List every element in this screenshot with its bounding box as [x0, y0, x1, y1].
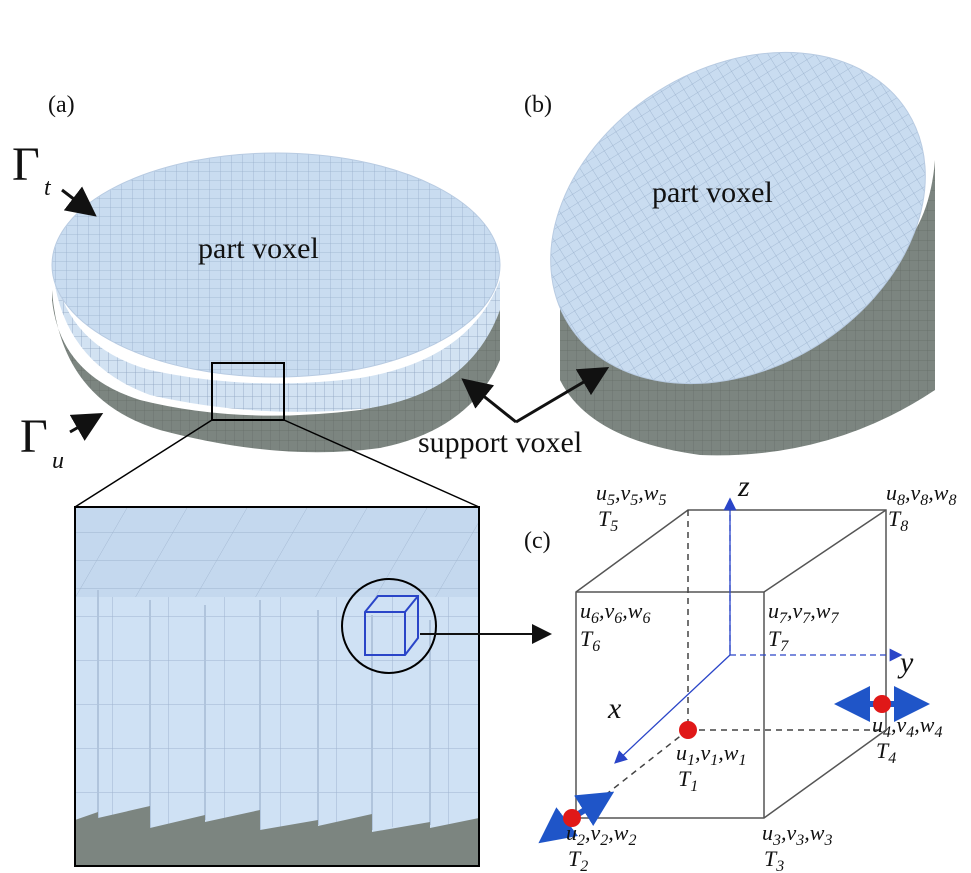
svg-text:T5: T5: [598, 506, 618, 535]
svg-text:T8: T8: [888, 506, 908, 535]
svg-text:T2: T2: [568, 846, 588, 873]
node-1-marker: [679, 721, 697, 739]
node-label-5: u5,v5,w5 T5: [596, 480, 666, 535]
axes: [614, 497, 903, 764]
z-axis-label: z: [737, 470, 750, 503]
gamma-u-subscript: u: [52, 448, 64, 474]
panel-label-b: (b): [524, 92, 552, 118]
gamma-t-subscript: t: [44, 175, 52, 201]
gamma-t-arrow: [61, 186, 97, 217]
node-2-marker: [563, 809, 581, 827]
support-voxel-label: support voxel: [418, 426, 582, 459]
gamma-u-arrow: [69, 413, 104, 441]
hex-element: [575, 509, 887, 819]
part-top-b: [550, 51, 926, 385]
svg-text:T4: T4: [876, 738, 896, 767]
svg-text:u7,v7,w7: u7,v7,w7: [768, 598, 839, 627]
svg-text:u6,v6,w6: u6,v6,w6: [580, 598, 650, 627]
part-voxel-label-a: part voxel: [198, 232, 319, 265]
zoom-box: [211, 362, 285, 421]
part-top-a: [51, 152, 501, 378]
y-axis-label: y: [897, 646, 914, 679]
support-body-b: [560, 160, 935, 456]
support-arrow-a: [461, 378, 517, 424]
panel-a: (a) part voxel Γ t Γ u: [12, 92, 501, 508]
node-label-2: u2,v2,w2 T2: [566, 820, 636, 873]
part-voxel-label-b: part voxel: [652, 176, 773, 209]
node-label-8: u8,v8,w8 T8: [886, 480, 956, 535]
node-label-6: u6,v6,w6 T6: [580, 598, 650, 655]
svg-text:T3: T3: [764, 846, 784, 873]
support-layer-a: [52, 290, 500, 453]
svg-text:T6: T6: [580, 626, 600, 655]
svg-text:u1,v1,w1: u1,v1,w1: [676, 740, 746, 769]
svg-text:u5,v5,w5: u5,v5,w5: [596, 480, 666, 509]
svg-text:T7: T7: [768, 626, 789, 655]
svg-text:u8,v8,w8: u8,v8,w8: [886, 480, 956, 509]
zoom-line-left: [74, 419, 213, 508]
part-side-wall-a: [52, 255, 500, 412]
gamma-u-symbol: Γ: [20, 410, 48, 463]
zoom-support: [75, 806, 479, 866]
svg-text:u2,v2,w2: u2,v2,w2: [566, 820, 636, 849]
single-voxel: [364, 595, 419, 656]
zoom-line-right: [283, 419, 480, 508]
node-label-3: u3,v3,w3 T3: [762, 820, 832, 873]
node-label-7: u7,v7,w7 T7: [768, 598, 839, 655]
node-4-marker: [873, 695, 891, 713]
node-label-4: u4,v4,w4 T4: [872, 712, 942, 767]
svg-text:T1: T1: [678, 766, 698, 795]
support-arrow-b: [515, 366, 610, 424]
svg-text:u3,v3,w3: u3,v3,w3: [762, 820, 832, 849]
support-voxel-callout: support voxel: [418, 366, 610, 459]
x-axis-label: x: [607, 692, 622, 725]
node-label-1: u1,v1,w1 T1: [676, 740, 746, 795]
hidden-edges: [575, 510, 886, 819]
panel-c: (c) z y x: [524, 470, 956, 873]
panel-label-c: (c): [524, 528, 551, 554]
svg-text:u4,v4,w4: u4,v4,w4: [872, 712, 942, 741]
gamma-t-symbol: Γ: [12, 138, 40, 191]
boundary-arrows: [538, 686, 930, 844]
highlight-circle: [341, 578, 437, 674]
panel-b: (b) part voxel: [524, 51, 935, 456]
zoom-inset: [74, 506, 552, 867]
panel-label-a: (a): [48, 92, 75, 118]
